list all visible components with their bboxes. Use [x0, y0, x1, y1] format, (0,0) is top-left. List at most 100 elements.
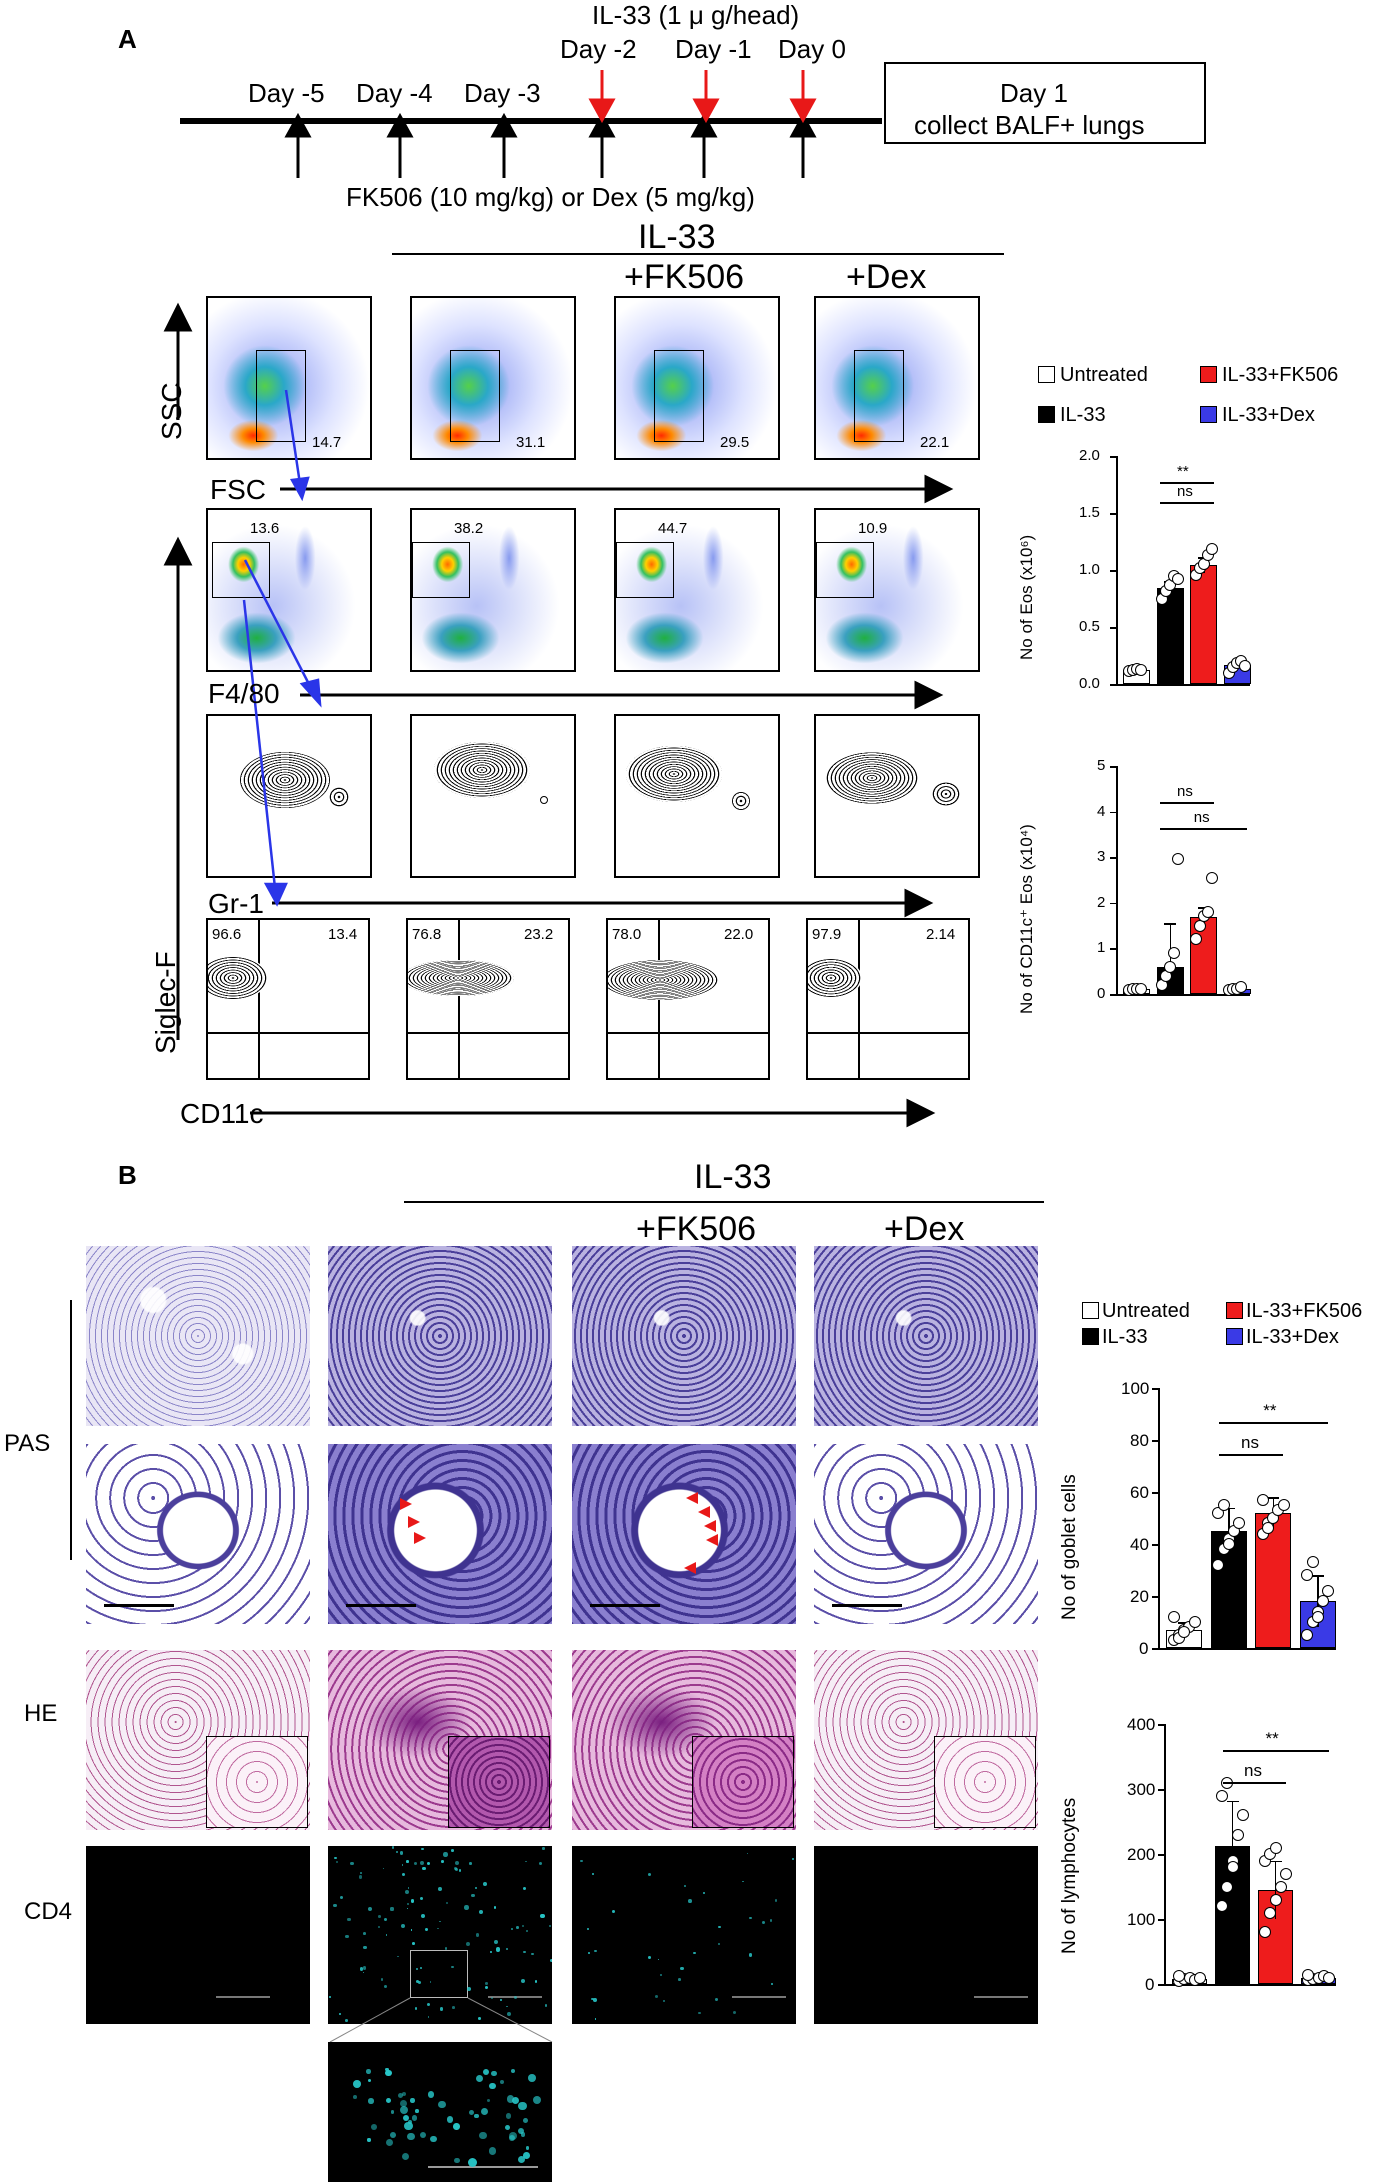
cd4-cell	[522, 2117, 528, 2123]
chart-cd11c-eos: 0 1 2 3 4 5 ns ns	[1086, 757, 1254, 1002]
he-fk506	[572, 1650, 796, 1830]
chart-y-tick-label: 100	[1121, 1379, 1150, 1398]
legend-a-dex-label: IL-33+Dex	[1222, 404, 1315, 426]
chart-y-tick	[1152, 1544, 1158, 1546]
pas-low-dex	[814, 1246, 1038, 1426]
cd4-cell	[655, 1995, 659, 1999]
cd4-cell	[580, 1859, 583, 1863]
cd4-cell	[588, 1952, 590, 1955]
chart-significance-label: ns	[1193, 809, 1210, 826]
chart-point	[1201, 905, 1214, 918]
cd4-cell	[407, 2133, 415, 2141]
chart-significance-label: **	[1177, 463, 1189, 480]
chart-point	[1277, 1499, 1290, 1511]
chart-significance-label: **	[1265, 1729, 1279, 1748]
cd4-cell	[455, 1861, 460, 1866]
row-label-pas: PAS	[4, 1430, 51, 1457]
cd4-cell	[485, 1986, 489, 1990]
cd4-cell	[451, 1848, 454, 1852]
chart-y-tick-label: 40	[1130, 1535, 1149, 1554]
cd4-cell	[494, 1939, 499, 1944]
facs-row1-untreated: 14.7	[206, 296, 372, 460]
cd4-cell	[352, 2094, 357, 2099]
cd4-cell	[437, 1927, 439, 1930]
cd4-cell	[401, 2092, 406, 2097]
cd4-cell	[367, 1907, 372, 1912]
cd4-cell	[659, 1974, 662, 1977]
chart-point	[1167, 1610, 1180, 1623]
chart-point	[1189, 933, 1202, 946]
chart-error-cap	[1267, 1497, 1280, 1499]
cd4-cell	[404, 2121, 413, 2131]
cd4-cell	[345, 1934, 349, 1939]
facs-row3-dex	[814, 714, 980, 878]
facs-row2-dex: 10.9	[814, 508, 980, 672]
cd4-cell	[412, 1942, 416, 1945]
cd4-cell	[761, 1920, 765, 1925]
chart-point	[1231, 1828, 1244, 1841]
cd4-cell	[367, 2079, 371, 2083]
chart-error-bar	[1169, 923, 1171, 994]
chart-y-axis	[1116, 456, 1118, 684]
chart-y-tick-label: 0.5	[1079, 618, 1100, 635]
chart-y-tick	[1110, 811, 1116, 814]
legend-b-untreated-label: Untreated	[1102, 1300, 1190, 1322]
cd4-cell	[521, 1924, 525, 1928]
cd4-cell	[774, 1898, 778, 1902]
cd4-cell	[339, 1895, 343, 1899]
pas-bracket	[70, 1300, 72, 1560]
cd4-cell	[770, 1982, 773, 1985]
cd4-cell	[399, 1851, 404, 1855]
cd4-cell	[446, 1902, 449, 1905]
legend-a-fk506-label: IL-33+FK506	[1222, 364, 1339, 386]
cd4-cell	[406, 1860, 409, 1863]
cd4-cell	[416, 1968, 419, 1971]
cd4-cell	[420, 1914, 425, 1919]
chart-point	[1302, 1968, 1315, 1981]
chart-point	[1212, 1558, 1225, 1571]
chart-point	[1233, 1517, 1246, 1530]
legend-a-untreated-swatch	[1038, 366, 1055, 383]
chart-error-cap	[1311, 1575, 1324, 1577]
chart-x-axis	[1116, 994, 1250, 996]
cd4-cell	[522, 1886, 527, 1891]
facs-axes	[163, 302, 954, 1128]
gr1-axis-label: Gr-1	[208, 888, 264, 919]
chart-goblet: 0 20 40 60 80 100 ** ns	[1120, 1379, 1340, 1658]
chart-point	[1322, 1972, 1335, 1985]
panel-b-group-line	[404, 1201, 1044, 1203]
cd4-cell	[663, 2000, 665, 2002]
cd4-cell	[401, 1864, 404, 1866]
cd4-cell	[439, 1920, 441, 1923]
cd4-cell	[469, 1862, 472, 1865]
cd4-cell	[718, 1925, 721, 1929]
cd4-cell	[493, 1906, 497, 1909]
cd4-cell	[378, 1926, 381, 1929]
chart-y-tick-label: 2.0	[1079, 447, 1100, 464]
chart-y-tick	[1110, 570, 1116, 572]
row-label-cd4: CD4	[24, 1898, 73, 1925]
cd4-cell	[396, 1851, 399, 1854]
cd4-cell	[422, 1867, 426, 1871]
cd4-cell	[400, 1924, 406, 1929]
chart-goblet-ylabel: No of goblet cells	[1059, 1474, 1080, 1620]
cd4-cell	[488, 2147, 497, 2155]
endpoint-line1: Day 1	[1000, 78, 1068, 108]
cd4-cell	[769, 1919, 773, 1922]
cd4-cell	[414, 1861, 418, 1865]
cd4-cell	[486, 2098, 491, 2103]
cd4-cell	[525, 1860, 528, 1863]
cd4-cell	[390, 1907, 394, 1911]
chart-point	[1269, 1841, 1282, 1854]
cd4-cell	[592, 1873, 594, 1876]
cd4-cell	[496, 1947, 501, 1952]
legend-a-il33-swatch	[1038, 406, 1055, 423]
cd4-cell	[748, 1953, 752, 1957]
cd4-cell	[426, 1861, 431, 1866]
cd4-cell	[464, 1905, 469, 1910]
chart-x-axis	[1158, 1648, 1336, 1650]
cd4-cell	[594, 1949, 597, 1953]
cd4-cell	[441, 1859, 445, 1863]
chart-error-cap	[1226, 1800, 1239, 1803]
